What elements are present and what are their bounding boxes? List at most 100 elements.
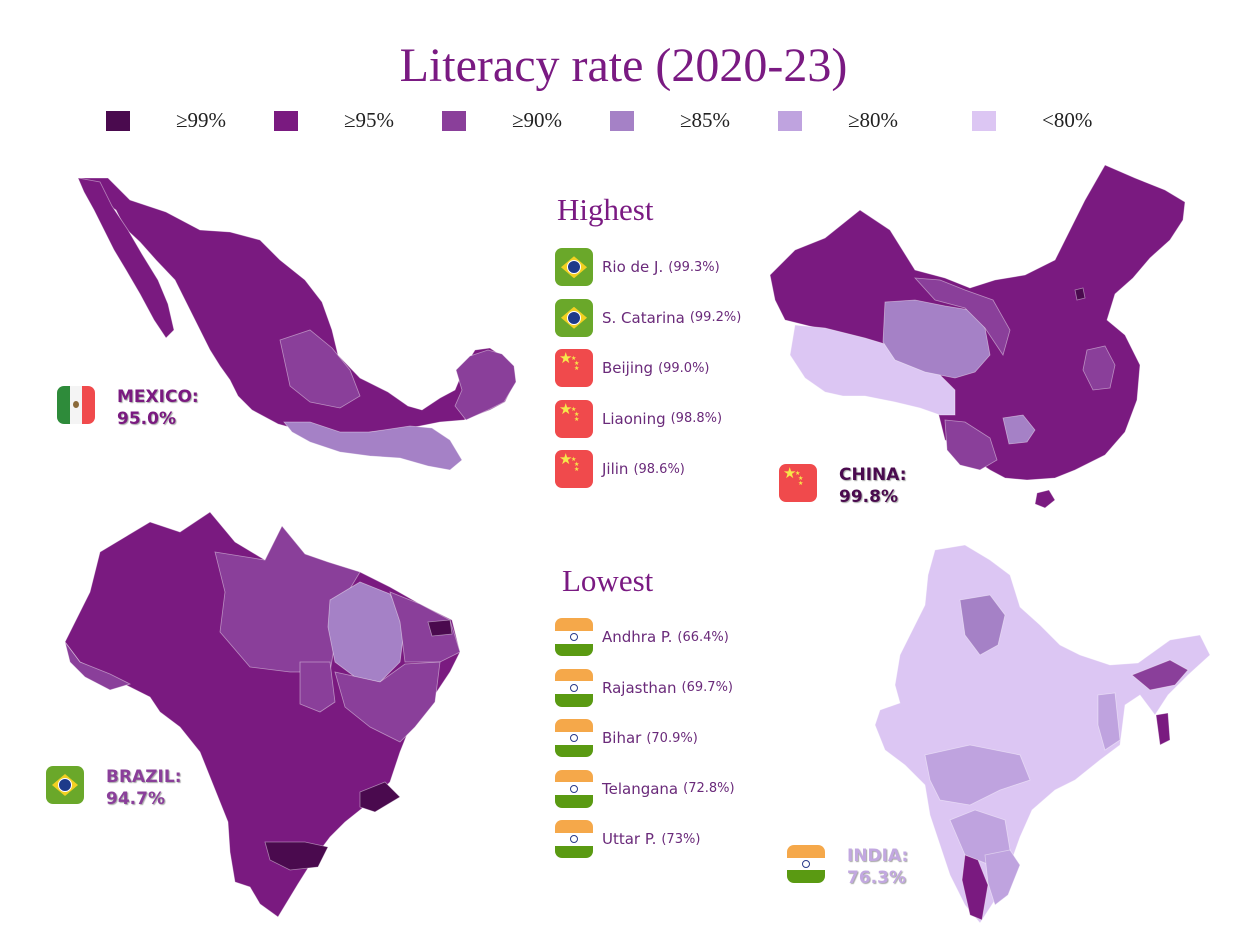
legend-item: <80% — [972, 108, 1092, 133]
india-flag-icon — [555, 668, 593, 707]
legend-label: ≥90% — [512, 108, 563, 132]
lowest-title: Lowest — [562, 563, 654, 598]
qinghai — [882, 299, 991, 379]
country-name: CHINA: — [839, 465, 907, 485]
region-value: (99.0%) — [658, 360, 710, 376]
india-text: INDIA: 76.3% — [847, 845, 908, 889]
legend-label: ≥95% — [344, 108, 395, 132]
mexico-flag-icon — [57, 386, 95, 424]
list-item: ★ ★ ★ ★ Liaoning (98.8%) — [555, 394, 741, 445]
guangxi-region — [1002, 414, 1036, 445]
china-flag-icon: ★ ★ ★ ★ — [555, 349, 593, 388]
yucatan — [454, 349, 517, 421]
china-flag-icon: ★ ★ ★ ★ — [555, 450, 593, 489]
assam-region — [1131, 659, 1189, 691]
country-value: 94.7% — [106, 789, 165, 809]
country-name: MEXICO: — [117, 387, 199, 407]
india-map — [874, 545, 1211, 924]
tocantins-region — [299, 661, 336, 713]
legend-label: ≥80% — [848, 108, 899, 132]
highest-title: Highest — [557, 192, 654, 227]
legend-item: ≥99% — [106, 108, 226, 133]
mexico-label: MEXICO: 95.0% — [57, 386, 199, 430]
region-value: (73%) — [661, 831, 701, 847]
kerala-region — [961, 854, 989, 921]
brazil-flag-icon — [46, 766, 84, 804]
region-value: (72.8%) — [683, 781, 735, 797]
india-flag-icon — [787, 845, 825, 883]
maharashtra-region — [924, 744, 1031, 806]
brazil-text: BRAZIL: 94.7% — [106, 766, 182, 810]
list-item: Telangana (72.8%) — [555, 764, 735, 815]
punjab-region — [959, 594, 1006, 656]
region-value: (98.6%) — [633, 461, 685, 477]
country-value: 95.0% — [117, 409, 176, 429]
legend-swatch — [778, 110, 802, 131]
mizoram-region — [1155, 712, 1171, 746]
list-item: Rio de J. (99.3%) — [555, 242, 741, 293]
brazil-flag-icon — [555, 248, 593, 287]
list-item: Bihar (70.9%) — [555, 713, 735, 764]
legend-swatch — [972, 110, 996, 131]
legend-label: ≥99% — [176, 108, 227, 132]
list-item: Andhra P. (66.4%) — [555, 612, 735, 663]
region-name: Telangana — [602, 779, 679, 798]
legend-label: <80% — [1042, 108, 1093, 132]
region-value: (99.3%) — [668, 259, 720, 275]
region-name: Rio de J. — [602, 258, 664, 277]
region-name: Bihar — [602, 729, 642, 748]
baja-california — [77, 177, 175, 339]
tamilnadu-region — [984, 849, 1021, 906]
mexico-text: MEXICO: 95.0% — [117, 386, 199, 430]
region-name: Beijing — [602, 359, 654, 378]
mexico-map — [77, 177, 517, 471]
legend-swatch — [442, 110, 466, 131]
gansu — [914, 277, 1011, 356]
region-name: Liaoning — [602, 409, 666, 428]
highest-list: Rio de J. (99.3%) S. Catarina (99.2%) ★ ★… — [555, 242, 741, 495]
china-flag-icon: ★ ★ ★ ★ — [555, 399, 593, 438]
china-text: CHINA: 99.8% — [839, 464, 907, 508]
country-value: 99.8% — [839, 487, 898, 507]
china-map — [769, 164, 1186, 509]
list-item: S. Catarina (99.2%) — [555, 293, 741, 344]
hainan — [1034, 489, 1056, 509]
acre-region — [64, 641, 132, 691]
region-value: (70.9%) — [646, 730, 698, 746]
list-item: Uttar P. (73%) — [555, 814, 735, 865]
beijing — [1074, 287, 1086, 301]
legend-item: ≥85% — [610, 108, 730, 133]
yunnan — [944, 419, 998, 471]
bahia-region — [334, 661, 441, 743]
list-item: Rajasthan (69.7%) — [555, 663, 735, 714]
brazil-flag-icon — [555, 298, 593, 337]
region-name: Andhra P. — [602, 628, 673, 647]
mexico-mid-region — [279, 329, 361, 409]
india-flag-icon — [555, 719, 593, 758]
list-item: ★ ★ ★ ★ Jilin (98.6%) — [555, 444, 741, 495]
country-name: INDIA: — [847, 846, 909, 866]
country-value: 76.3% — [847, 868, 906, 888]
mexico-south-low — [283, 421, 463, 471]
rio-grande-do-norte — [427, 619, 453, 637]
legend-swatch — [106, 110, 130, 131]
region-name: Jilin — [602, 460, 629, 479]
legend-item: ≥95% — [274, 108, 394, 133]
country-name: BRAZIL: — [106, 767, 182, 787]
region-value: (98.8%) — [670, 411, 723, 427]
brazil-map — [64, 512, 461, 918]
region-name: Rajasthan — [602, 678, 677, 697]
list-item: ★ ★ ★ ★ Beijing (99.0%) — [555, 343, 741, 394]
maranhao-region — [389, 591, 461, 663]
india-flag-icon — [555, 769, 593, 808]
region-value: (66.4%) — [677, 629, 729, 645]
china-label: ★ ★ ★ ★ CHINA: 99.8% — [779, 464, 907, 508]
legend-label: ≥85% — [680, 108, 731, 132]
rio-de-janeiro — [359, 781, 401, 813]
china-flag-icon: ★ ★ ★ ★ — [779, 464, 817, 502]
region-value: (69.7%) — [681, 680, 733, 696]
legend-item: ≥90% — [442, 108, 562, 133]
region-name: Uttar P. — [602, 830, 657, 849]
brazil-label: BRAZIL: 94.7% — [46, 766, 182, 810]
legend-swatch — [610, 110, 634, 131]
